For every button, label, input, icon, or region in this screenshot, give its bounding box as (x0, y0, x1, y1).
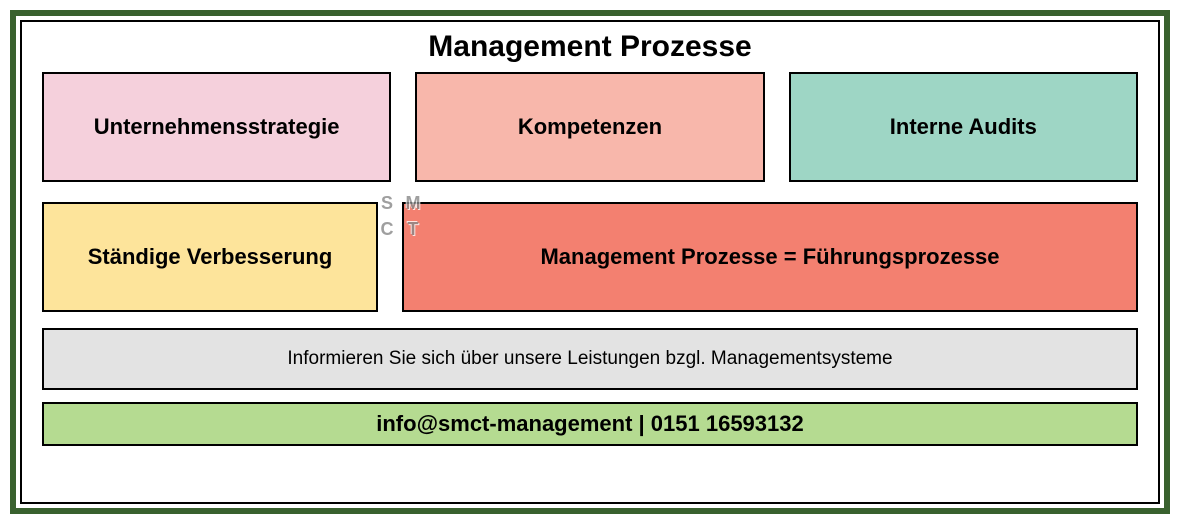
box-staendige-verbesserung: Ständige Verbesserung (42, 202, 378, 312)
box-label: Kompetenzen (518, 114, 662, 140)
box-label: Unternehmensstrategie (94, 114, 340, 140)
box-label: Ständige Verbesserung (88, 244, 333, 270)
contact-bar: info@smct-management | 0151 16593132 (42, 402, 1138, 446)
outer-frame: Management Prozesse Unternehmensstrategi… (10, 10, 1170, 514)
info-bar: Informieren Sie sich über unsere Leistun… (42, 328, 1138, 390)
row-1: Unternehmensstrategie Kompetenzen Intern… (42, 72, 1138, 182)
diagram-title: Management Prozesse (42, 30, 1138, 64)
box-unternehmensstrategie: Unternehmensstrategie (42, 72, 391, 182)
box-kompetenzen: Kompetenzen (415, 72, 764, 182)
row-2: Ständige Verbesserung Management Prozess… (42, 202, 1138, 312)
box-label: Interne Audits (890, 114, 1037, 140)
box-fuehrungsprozesse: Management Prozesse = Führungsprozesse (402, 202, 1138, 312)
box-label: Management Prozesse = Führungsprozesse (540, 244, 999, 270)
box-interne-audits: Interne Audits (789, 72, 1138, 182)
contact-text: info@smct-management | 0151 16593132 (376, 411, 803, 437)
info-text: Informieren Sie sich über unsere Leistun… (287, 348, 892, 370)
inner-frame: Management Prozesse Unternehmensstrategi… (20, 20, 1160, 504)
